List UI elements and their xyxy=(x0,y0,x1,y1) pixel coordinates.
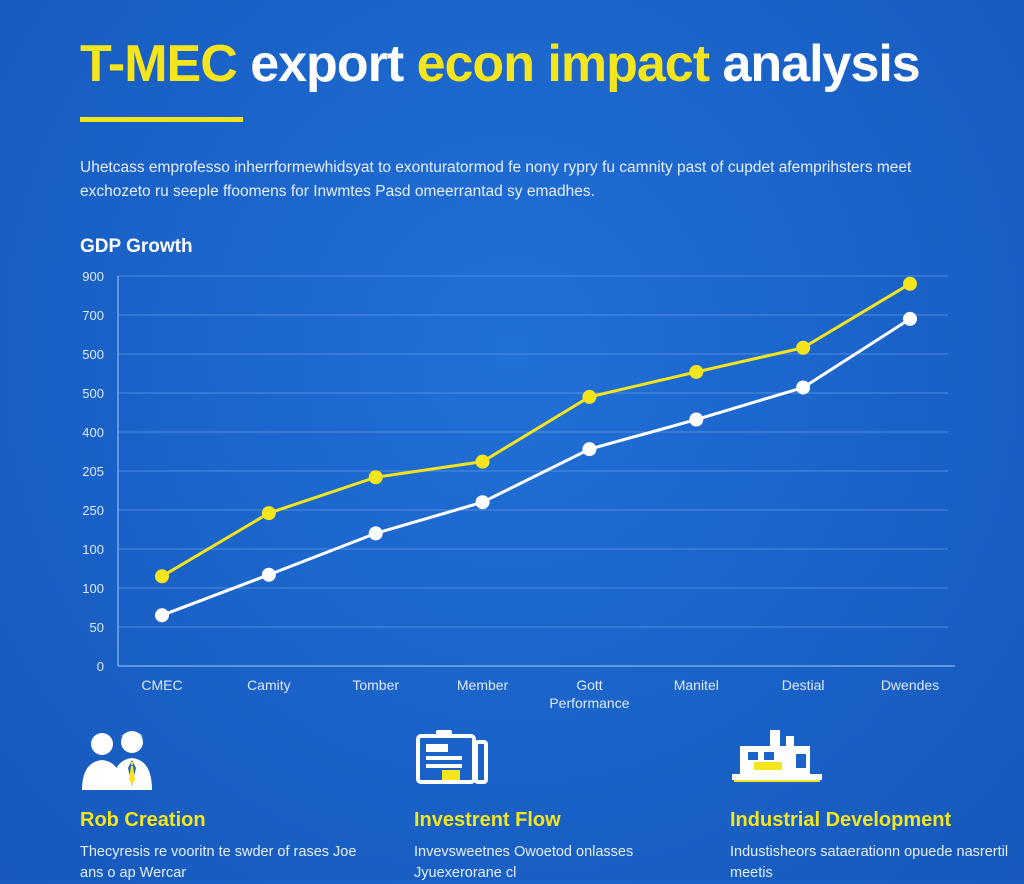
data-point-series-1 xyxy=(155,569,169,584)
y-tick-label: 0 xyxy=(97,659,104,674)
document-icon xyxy=(414,728,714,792)
feature-row: Rob Creation Thecyresis re vooritn te sw… xyxy=(0,728,1024,881)
feature-title: Rob Creation xyxy=(80,809,206,831)
people-icon xyxy=(80,728,380,792)
y-tick-label: 700 xyxy=(82,308,104,323)
feature-investment-flow: Investrent Flow Invevsweetnes Owoetod on… xyxy=(414,728,714,884)
y-tick-label: 100 xyxy=(82,581,104,596)
x-tick-label: Destial xyxy=(782,677,825,693)
y-tick-label: 100 xyxy=(82,542,104,557)
x-tick-label: Camity xyxy=(247,677,291,693)
data-point-series-1 xyxy=(475,454,490,469)
data-point-series-1 xyxy=(689,364,704,379)
data-point-series-1 xyxy=(796,340,811,355)
series-line-1 xyxy=(161,282,911,578)
feature-text: Industisheors sataerationn opuede nasrer… xyxy=(730,844,1009,881)
series-points xyxy=(155,276,917,623)
chart-title: GDP Growth xyxy=(80,236,193,257)
intro-text: Uhetcass emprofesso inherrformewhidsyat … xyxy=(80,159,912,200)
page-title: T-MEC export econ impact analysis xyxy=(80,34,921,94)
x-axis-ticks: CMEC Camity Tomber Member Gott Performance Man… xyxy=(141,677,939,711)
feature-industrial-development: Industrial Development Industisheors sat… xyxy=(730,728,1024,884)
gdp-growth-chart: 0 50 100 100 250 205 400 500 500 700 900 CMEC Camit… xyxy=(82,269,955,711)
chart-grid xyxy=(117,275,955,667)
data-point-series-1 xyxy=(368,470,383,485)
x-tick-label: Gott Performance xyxy=(549,677,629,711)
y-tick-label: 400 xyxy=(82,425,104,440)
feature-title: Investrent Flow xyxy=(414,809,561,831)
data-point-series-2 xyxy=(475,495,490,510)
data-point-series-2 xyxy=(689,412,704,427)
y-tick-label: 900 xyxy=(82,269,104,284)
data-point-series-2 xyxy=(796,380,811,395)
data-point-series-2 xyxy=(155,608,169,623)
series-line-2 xyxy=(161,317,911,617)
title-part-1: T-MEC xyxy=(80,35,238,93)
series-lines xyxy=(161,282,911,617)
y-tick-label: 500 xyxy=(82,347,104,362)
title-part-2: export xyxy=(250,35,404,93)
y-tick-label: 50 xyxy=(90,620,104,635)
x-tick-label: CMEC xyxy=(141,677,182,693)
feature-job-creation: Rob Creation Thecyresis re vooritn te sw… xyxy=(80,728,380,884)
x-tick-label: Member xyxy=(457,677,509,693)
title-underline xyxy=(80,117,243,122)
factory-icon xyxy=(730,728,1024,792)
data-point-series-1 xyxy=(582,389,597,404)
y-tick-label: 205 xyxy=(82,464,104,479)
data-point-series-2 xyxy=(903,311,917,326)
data-point-series-2 xyxy=(582,442,597,457)
x-tick-label: Dwendes xyxy=(881,677,939,693)
y-tick-label: 500 xyxy=(82,386,104,401)
y-axis-ticks: 0 50 100 100 250 205 400 500 500 700 900 xyxy=(82,269,104,674)
data-point-series-2 xyxy=(261,567,276,582)
feature-text: Invevsweetnes Owoetod onlasses Jyuexeror… xyxy=(414,844,634,881)
title-part-4: analysis xyxy=(722,35,920,93)
data-point-series-1 xyxy=(261,506,276,521)
feature-title: Industrial Development xyxy=(730,809,952,831)
y-tick-label: 250 xyxy=(82,503,104,518)
x-tick-label: Manitel xyxy=(674,677,719,693)
title-part-3: econ impact xyxy=(416,35,710,93)
data-point-series-2 xyxy=(368,526,383,541)
feature-text: Thecyresis re vooritn te swder of rases … xyxy=(80,844,357,881)
data-point-series-1 xyxy=(903,276,917,291)
x-tick-label: Tomber xyxy=(352,677,399,693)
